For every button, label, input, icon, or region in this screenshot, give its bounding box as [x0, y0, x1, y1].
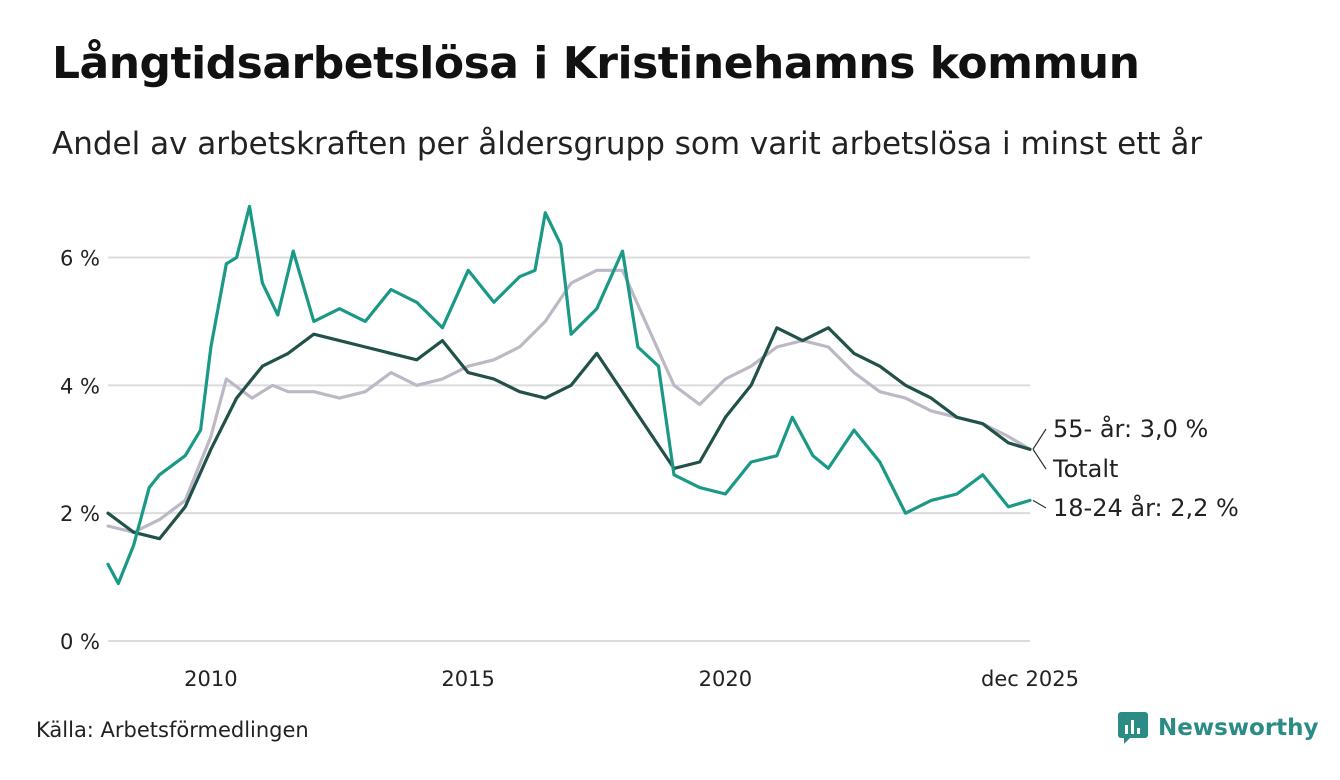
series-line-2 — [106, 204, 1032, 586]
y-tick-label-1: 2 % — [60, 502, 100, 526]
y-axis: 0 % 2 % 4 % 6 % — [60, 247, 100, 654]
y-tick-label-3: 6 % — [60, 247, 100, 271]
brand-logo: Newsworthy — [1118, 712, 1319, 744]
leader-line-1 — [1032, 448, 1047, 470]
y-tick-label-0: 0 % — [60, 630, 100, 654]
end-labels: 55- år: 3,0 % Totalt 18-24 år: 2,2 % — [1032, 414, 1239, 522]
series-lines — [106, 204, 1032, 586]
x-tick-label-0: 2010 — [184, 667, 237, 691]
end-label-0: 55- år: 3,0 % — [1053, 414, 1208, 443]
source-note: Källa: Arbetsförmedlingen — [36, 718, 309, 742]
series-line-0 — [106, 268, 1032, 534]
newsworthy-logo-icon — [1118, 712, 1148, 744]
brand-name: Newsworthy — [1158, 715, 1319, 741]
series-line-1 — [106, 326, 1032, 541]
x-tick-label-3: dec 2025 — [981, 667, 1079, 691]
end-label-1: Totalt — [1052, 455, 1118, 483]
leader-line-2 — [1032, 499, 1047, 509]
x-tick-label-2: 2020 — [699, 667, 752, 691]
x-axis: 2010 2015 2020 dec 2025 — [184, 667, 1079, 691]
end-label-2: 18-24 år: 2,2 % — [1053, 493, 1239, 522]
x-tick-label-1: 2015 — [441, 667, 494, 691]
chart-subtitle: Andel av arbetskraften per åldersgrupp s… — [52, 126, 1203, 162]
y-tick-label-2: 4 % — [60, 374, 100, 398]
leader-line-0 — [1032, 428, 1047, 450]
chart-title: Långtidsarbetslösa i Kristinehamns kommu… — [52, 38, 1140, 89]
